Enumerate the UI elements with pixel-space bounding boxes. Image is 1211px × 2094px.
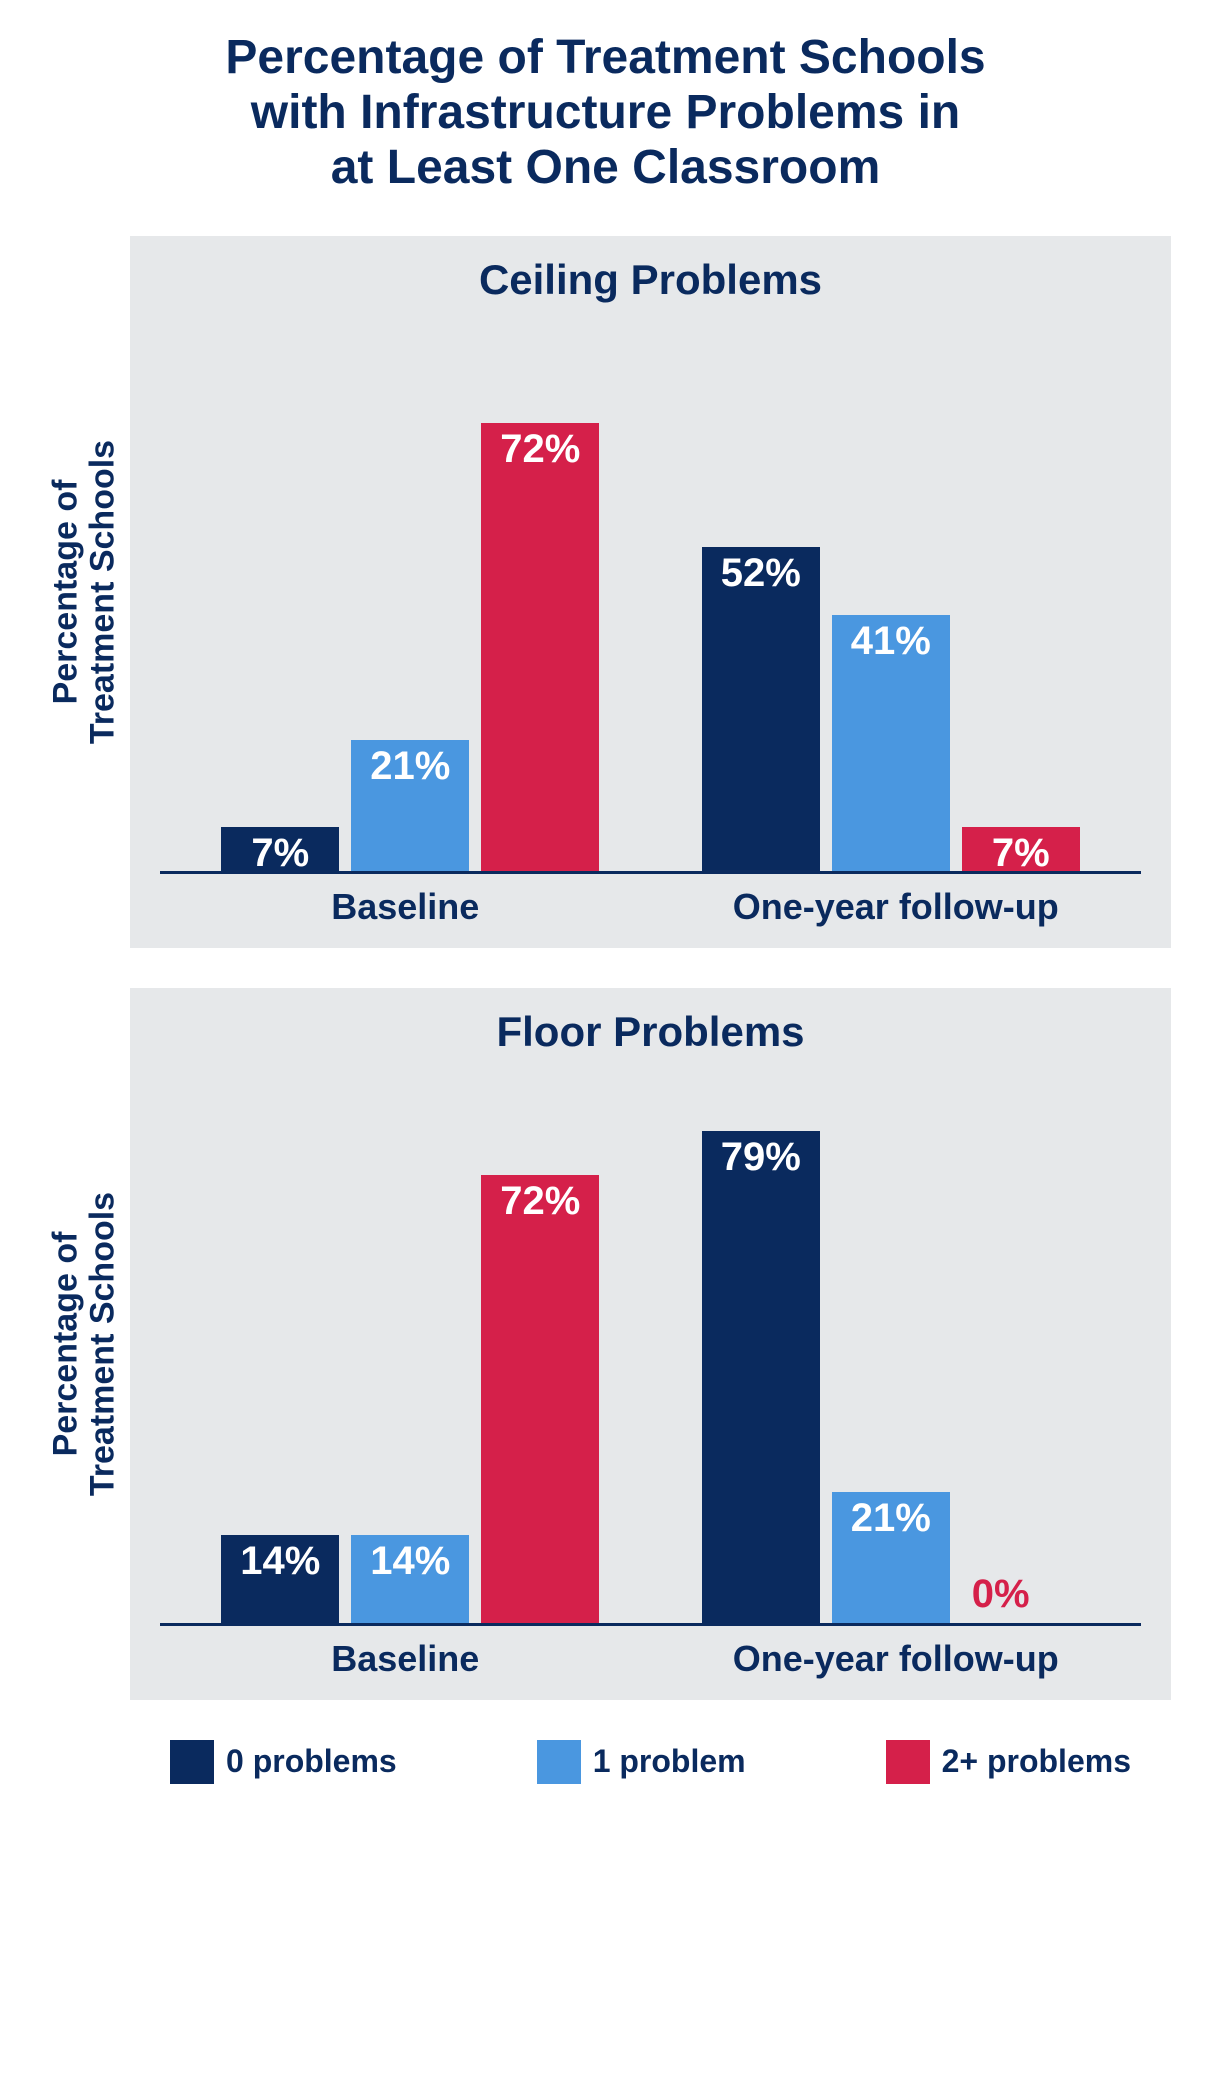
bar: 79% [702,1131,820,1623]
x-axis-label: One-year follow-up [651,886,1142,928]
bar-value-label: 14% [351,1539,469,1584]
bar: 21% [351,740,469,871]
chart-row: Percentage ofTreatment Schools Floor Prob… [40,988,1171,1700]
bar-value-label: 0% [972,1572,1030,1617]
chart-row: Percentage ofTreatment Schools Ceiling Pr… [40,236,1171,948]
bar: 41% [832,615,950,870]
bar: 52% [702,547,820,871]
chart-panel: Ceiling Problems 7% 21% 72% 52% 41% 7% Baseline… [130,236,1171,948]
bar-value-label: 79% [702,1135,820,1180]
bar-value-label: 52% [702,551,820,596]
bar: 21% [832,1492,950,1623]
x-axis-label: Baseline [160,1638,651,1680]
bar-value-label: 21% [832,1496,950,1541]
x-axis-label: One-year follow-up [651,1638,1142,1680]
bar-group: 14% 14% 72% [170,1175,651,1623]
bar: 7% [221,827,339,871]
legend-swatch [170,1740,214,1784]
legend: 0 problems 1 problem 2+ problems [40,1740,1171,1784]
legend-label: 0 problems [226,1743,397,1780]
chart-panel: Floor Problems 14% 14% 72% 79% 21% 0% BaselineO… [130,988,1171,1700]
bar-group: 52% 41% 7% [651,547,1132,871]
legend-item: 2+ problems [886,1740,1131,1784]
panel-title: Ceiling Problems [160,256,1141,304]
bar-value-label: 41% [832,619,950,664]
x-axis-labels: BaselineOne-year follow-up [160,1638,1141,1680]
ylabel-cell: Percentage ofTreatment Schools [40,236,130,948]
legend-label: 2+ problems [942,1743,1131,1780]
ylabel-cell: Percentage ofTreatment Schools [40,988,130,1700]
bar-value-label: 72% [481,427,599,472]
bar-group: 79% 21% 0% [651,1131,1132,1623]
legend-item: 0 problems [170,1740,397,1784]
bar: 14% [351,1535,469,1622]
x-axis-label: Baseline [160,886,651,928]
bar: 0% [962,1622,1080,1623]
bar: 7% [962,827,1080,871]
bar-value-label: 14% [221,1539,339,1584]
bar-group: 7% 21% 72% [170,423,651,871]
bar-value-label: 7% [221,831,339,876]
legend-item: 1 problem [537,1740,746,1784]
legend-swatch [886,1740,930,1784]
plot-area: 7% 21% 72% 52% 41% 7% [160,314,1141,874]
bar-value-label: 21% [351,744,469,789]
bar: 14% [221,1535,339,1622]
chart-container: Percentage of Treatment Schoolswith Infr… [0,0,1211,1824]
y-axis-label: Percentage ofTreatment Schools [48,439,123,743]
x-axis-labels: BaselineOne-year follow-up [160,886,1141,928]
bar-value-label: 7% [962,831,1080,876]
legend-label: 1 problem [593,1743,746,1780]
panel-title: Floor Problems [160,1008,1141,1056]
plot-area: 14% 14% 72% 79% 21% 0% [160,1066,1141,1626]
charts-mount: Percentage ofTreatment Schools Ceiling Pr… [40,236,1171,1700]
bar-value-label: 72% [481,1179,599,1224]
y-axis-label: Percentage ofTreatment Schools [48,1191,123,1495]
bar: 72% [481,1175,599,1623]
bar: 72% [481,423,599,871]
main-title: Percentage of Treatment Schoolswith Infr… [40,30,1171,196]
legend-swatch [537,1740,581,1784]
